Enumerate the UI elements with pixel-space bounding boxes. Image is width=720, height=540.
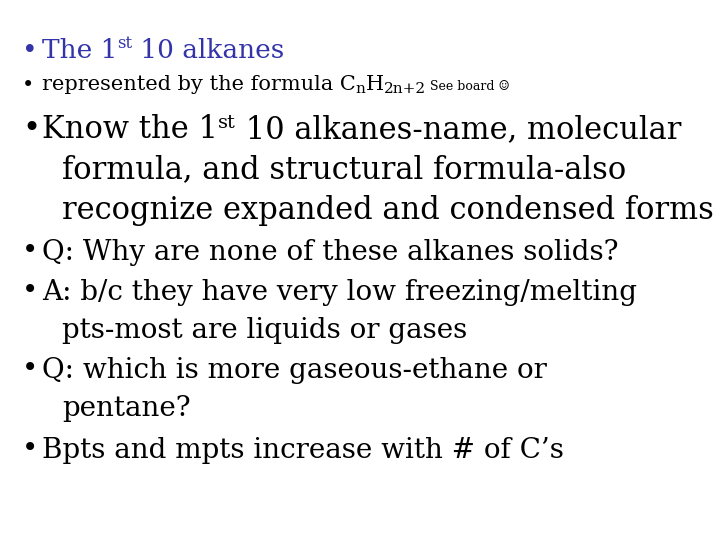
Text: st: st (117, 36, 132, 52)
Text: n: n (356, 82, 366, 96)
Text: •: • (22, 114, 40, 145)
Text: •: • (22, 37, 37, 63)
Text: pentane?: pentane? (62, 395, 191, 422)
Text: formula, and structural formula-also: formula, and structural formula-also (62, 154, 626, 186)
Text: represented by the formula C: represented by the formula C (42, 76, 356, 94)
Text: A: b/c they have very low freezing/melting: A: b/c they have very low freezing/melti… (42, 279, 637, 306)
Text: Q: Why are none of these alkanes solids?: Q: Why are none of these alkanes solids? (42, 239, 618, 266)
Text: Know the 1: Know the 1 (42, 114, 218, 145)
Text: See board ☺: See board ☺ (426, 80, 510, 93)
Text: Q: which is more gaseous-ethane or: Q: which is more gaseous-ethane or (42, 356, 547, 383)
Text: 10 alkanes: 10 alkanes (132, 37, 284, 63)
Text: •: • (22, 436, 38, 463)
Text: recognize expanded and condensed forms: recognize expanded and condensed forms (62, 194, 714, 226)
Text: 10 alkanes-name, molecular: 10 alkanes-name, molecular (236, 114, 681, 145)
Text: •: • (22, 356, 38, 383)
Text: st: st (218, 114, 236, 132)
Text: H: H (366, 76, 384, 94)
Text: pts-most are liquids or gases: pts-most are liquids or gases (62, 316, 467, 343)
Text: •: • (22, 239, 38, 266)
Text: Bpts and mpts increase with # of C’s: Bpts and mpts increase with # of C’s (42, 436, 564, 463)
Text: •: • (22, 76, 35, 94)
Text: The 1: The 1 (42, 37, 117, 63)
Text: 2n+2: 2n+2 (384, 82, 426, 96)
Text: •: • (22, 279, 38, 306)
